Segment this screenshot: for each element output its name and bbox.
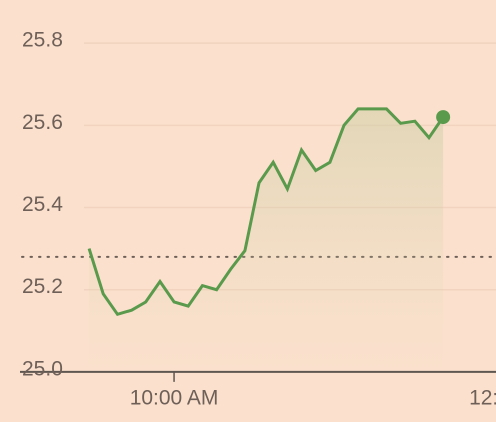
y-tick-label: 25.8 [22,29,63,52]
area [89,108,444,372]
y-tick-label: 25.2 [22,275,63,298]
y-tick-label: 25.6 [22,111,63,134]
y-tick-label: 25.0 [22,357,63,380]
last-point [436,110,451,125]
line [87,107,445,317]
y-tick-label: 25.4 [22,193,63,216]
x-tick-label: 12:00 PM [469,386,496,409]
x-tick-label: 10:00 AM [130,386,219,409]
